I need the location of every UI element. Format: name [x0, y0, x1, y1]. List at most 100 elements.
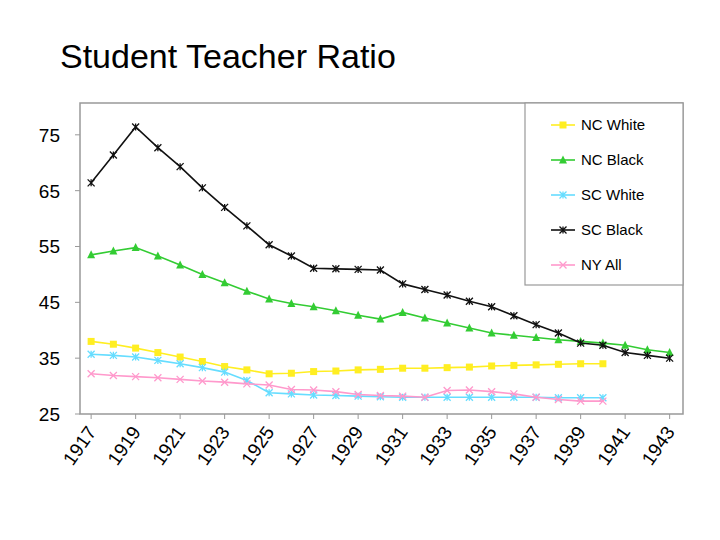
point: [110, 372, 117, 379]
point: [243, 366, 250, 373]
point: [310, 368, 317, 375]
point: [332, 368, 339, 375]
point: [399, 308, 407, 316]
legend-marker: [559, 156, 567, 164]
point: [599, 342, 606, 349]
point: [288, 386, 295, 393]
x-tick: [269, 414, 270, 419]
x-tick-label: 1937: [504, 422, 545, 469]
point: [221, 379, 228, 386]
point: [621, 341, 629, 349]
point: [443, 318, 451, 326]
point: [488, 362, 495, 369]
point: [288, 252, 295, 259]
x-tick: [358, 414, 359, 419]
point: [488, 303, 495, 310]
point: [533, 361, 540, 368]
legend: NC WhiteNC BlackSC WhiteSC BlackNY All: [525, 103, 683, 285]
x-tick-label: 1917: [59, 422, 100, 469]
point: [199, 364, 206, 371]
legend-label: NC Black: [581, 151, 644, 168]
point: [154, 357, 161, 364]
point: [198, 270, 206, 278]
point: [644, 352, 651, 359]
point: [666, 355, 673, 362]
series-line: [91, 341, 603, 373]
legend-label: NC White: [581, 116, 645, 133]
y-tick: [75, 414, 80, 415]
y-tick-label: 75: [39, 125, 60, 146]
point: [466, 364, 473, 371]
point: [533, 321, 540, 328]
x-tick: [135, 414, 136, 419]
point: [332, 388, 339, 395]
point: [199, 358, 206, 365]
point: [510, 331, 518, 339]
x-tick: [447, 414, 448, 419]
point: [555, 361, 562, 368]
legend-marker: [560, 262, 567, 269]
point: [221, 369, 228, 376]
legend-marker: [560, 192, 567, 199]
y-tick: [75, 302, 80, 303]
point: [421, 365, 428, 372]
point: [177, 163, 184, 170]
point: [622, 349, 629, 356]
point: [510, 390, 517, 397]
point: [466, 298, 473, 305]
y-tick: [75, 134, 80, 135]
point: [599, 360, 606, 367]
x-tick-label: 1933: [415, 422, 456, 469]
point: [110, 151, 117, 158]
point: [355, 266, 362, 273]
x-tick-label: 1925: [237, 422, 278, 469]
point: [266, 389, 273, 396]
y-tick-label: 35: [39, 348, 60, 369]
series-line: [91, 354, 603, 398]
point: [465, 324, 473, 332]
point: [88, 338, 95, 345]
legend-label: SC Black: [581, 221, 643, 238]
point: [355, 391, 362, 398]
x-tick: [224, 414, 225, 419]
point: [399, 394, 406, 401]
x-tick-label: 1941: [593, 422, 634, 469]
point: [266, 370, 273, 377]
point: [243, 222, 250, 229]
point: [332, 265, 339, 272]
point: [199, 184, 206, 191]
y-tick-label: 65: [39, 181, 60, 202]
point: [332, 392, 339, 399]
x-tick-label: 1921: [148, 422, 189, 469]
point: [109, 246, 117, 254]
point: [510, 362, 517, 369]
point: [377, 266, 384, 273]
point: [377, 392, 384, 399]
x-tick: [491, 414, 492, 419]
point: [310, 386, 317, 393]
x-tick: [669, 414, 670, 419]
point: [577, 340, 584, 347]
y-tick-label: 25: [39, 404, 60, 425]
point: [88, 351, 95, 358]
x-tick-label: 1943: [637, 422, 678, 469]
point: [599, 398, 606, 405]
x-tick-label: 1923: [192, 422, 233, 469]
point: [88, 370, 95, 377]
point: [354, 311, 362, 319]
point: [177, 360, 184, 367]
point: [310, 302, 318, 310]
point: [287, 299, 295, 307]
point: [577, 398, 584, 405]
legend-label: NY All: [581, 256, 622, 273]
x-tick: [180, 414, 181, 419]
x-tick: [580, 414, 581, 419]
series-line: [91, 374, 603, 401]
point: [110, 352, 117, 359]
point: [355, 366, 362, 373]
point: [87, 250, 95, 258]
y-tick: [75, 190, 80, 191]
x-tick-label: 1939: [548, 422, 589, 469]
point: [199, 378, 206, 385]
legend-marker: [560, 227, 567, 234]
